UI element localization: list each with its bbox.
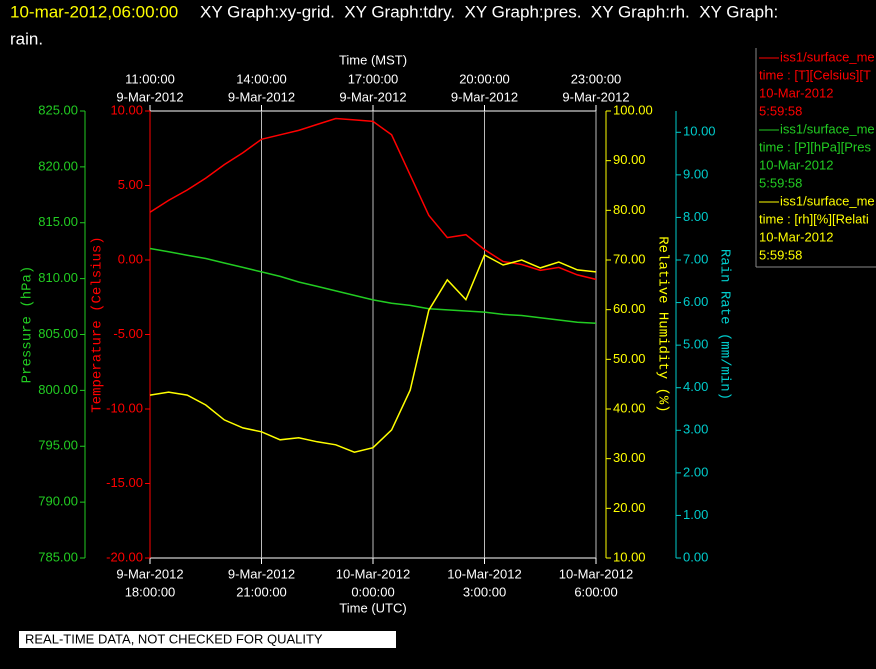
y-tick-label: 795.00 <box>38 438 78 453</box>
y-axis-title: Pressure (hPa) <box>20 266 36 384</box>
x2-tick-label: 20:00:00 <box>459 71 510 86</box>
x-tick-label: 10-Mar-2012 <box>336 566 410 581</box>
legend-label: iss1/surface_me <box>780 49 875 64</box>
y-tick-label: 805.00 <box>38 326 78 341</box>
y-tick-label: 10.00 <box>613 549 646 564</box>
y-tick-label: 820.00 <box>38 158 78 173</box>
x-tick-label: 0:00:00 <box>351 584 394 599</box>
series-line <box>149 117 597 281</box>
y-tick-label: -10.00 <box>106 400 143 415</box>
x2-tick-label: 9-Mar-2012 <box>116 89 183 104</box>
y-tick-label: 10.00 <box>683 124 716 139</box>
y-axis-title: Relative Humidity (%) <box>654 236 670 412</box>
y-tick-label: 80.00 <box>613 202 646 217</box>
legend-detail: time : [rh][%][Relati <box>759 211 869 226</box>
legend-label: iss1/surface_me <box>780 121 875 136</box>
y-tick-label: 0.00 <box>683 549 708 564</box>
legend-detail: time : [P][hPa][Pres <box>759 139 871 154</box>
y-tick-label: -20.00 <box>106 549 143 564</box>
y-tick-label: -5.00 <box>113 326 143 341</box>
chart-subtitle: rain. <box>10 29 43 48</box>
x-tick-label: 6:00:00 <box>574 584 617 599</box>
y-tick-label: 790.00 <box>38 494 78 509</box>
y-axis-title: Rain Rate (mm/min) <box>716 249 732 400</box>
y-tick-label: 40.00 <box>613 400 646 415</box>
legend-detail: 10-Mar-2012 <box>759 229 833 244</box>
x2-tick-label: 9-Mar-2012 <box>451 89 518 104</box>
chart-subtitle: XY Graph:xy-grid. XY Graph:tdry. XY Grap… <box>200 2 778 21</box>
x2-tick-label: 9-Mar-2012 <box>339 89 406 104</box>
y-tick-label: 8.00 <box>683 209 708 224</box>
y-tick-label: 810.00 <box>38 270 78 285</box>
y-tick-label: 7.00 <box>683 251 708 266</box>
x2-tick-label: 17:00:00 <box>348 71 399 86</box>
y-tick-label: 30.00 <box>613 450 646 465</box>
y-tick-label: 60.00 <box>613 301 646 316</box>
legend-detail: 10-Mar-2012 <box>759 157 833 172</box>
y-tick-label: 70.00 <box>613 251 646 266</box>
x-tick-label: 9-Mar-2012 <box>116 566 183 581</box>
y-tick-label: -15.00 <box>106 475 143 490</box>
y-tick-label: 2.00 <box>683 464 708 479</box>
legend-detail: 5:59:58 <box>759 247 802 262</box>
legend-detail: time : [T][Celsius][T <box>759 67 871 82</box>
legend-label: iss1/surface_me <box>780 193 875 208</box>
legend-detail: 5:59:58 <box>759 175 802 190</box>
x2-tick-label: 9-Mar-2012 <box>228 89 295 104</box>
y-tick-label: 1.00 <box>683 507 708 522</box>
y-tick-label: 3.00 <box>683 422 708 437</box>
x2-axis-title: Time (MST) <box>339 52 407 67</box>
y-tick-label: 50.00 <box>613 351 646 366</box>
y-tick-label: 5.00 <box>118 177 143 192</box>
x-tick-label: 10-Mar-2012 <box>559 566 633 581</box>
y-tick-label: 90.00 <box>613 152 646 167</box>
y-tick-label: 6.00 <box>683 294 708 309</box>
x-tick-label: 10-Mar-2012 <box>447 566 521 581</box>
y-tick-label: 5.00 <box>683 337 708 352</box>
y-axis-title: Temperature (Celsius) <box>90 236 106 412</box>
y-tick-label: 100.00 <box>613 102 653 117</box>
x2-tick-label: 14:00:00 <box>236 71 287 86</box>
y-tick-label: 10.00 <box>110 102 143 117</box>
y-tick-label: 0.00 <box>118 251 143 266</box>
y-tick-label: 800.00 <box>38 382 78 397</box>
chart-title: 10-mar-2012,06:00:00 <box>10 2 178 21</box>
legend-detail: 10-Mar-2012 <box>759 85 833 100</box>
legend-detail: 5:59:58 <box>759 103 802 118</box>
x-axis-title: Time (UTC) <box>339 600 406 615</box>
y-tick-label: 785.00 <box>38 549 78 564</box>
footnote-box <box>19 631 396 648</box>
x-tick-label: 9-Mar-2012 <box>228 566 295 581</box>
series-line <box>149 247 597 325</box>
y-tick-label: 815.00 <box>38 214 78 229</box>
y-tick-label: 4.00 <box>683 379 708 394</box>
y-tick-label: 20.00 <box>613 500 646 515</box>
x-tick-label: 21:00:00 <box>236 584 287 599</box>
x2-tick-label: 11:00:00 <box>125 71 175 86</box>
footnote: REAL-TIME DATA, NOT CHECKED FOR QUALITY <box>25 631 323 646</box>
series-line <box>149 253 597 453</box>
x-tick-label: 3:00:00 <box>463 584 506 599</box>
y-tick-label: 9.00 <box>683 166 708 181</box>
x-tick-label: 18:00:00 <box>125 584 176 599</box>
x2-tick-label: 23:00:00 <box>571 71 622 86</box>
y-tick-label: 825.00 <box>38 102 78 117</box>
x2-tick-label: 9-Mar-2012 <box>562 89 629 104</box>
